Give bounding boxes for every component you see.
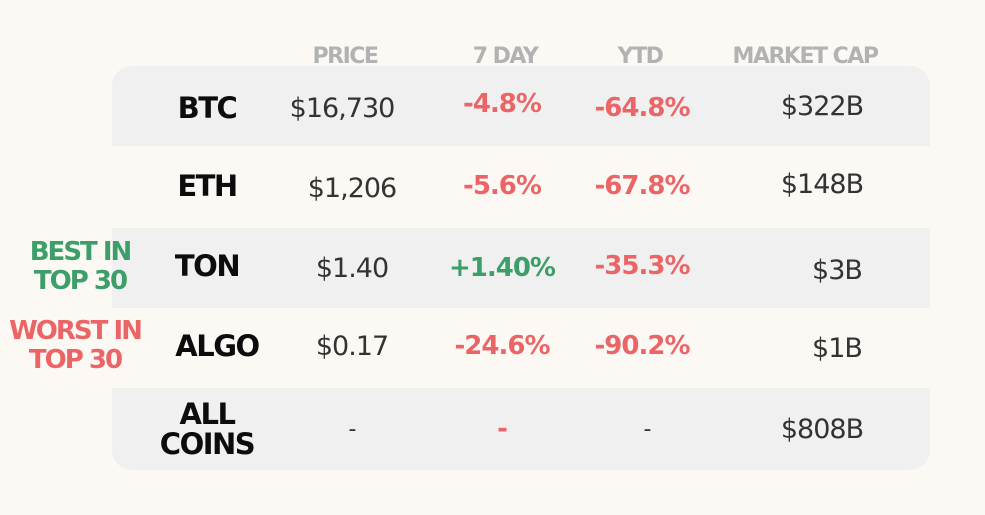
change-ytd-cell: -35.3%: [594, 251, 691, 281]
change-ytd-cell: -64.8%: [594, 93, 691, 123]
price-cell: $1.40: [315, 252, 389, 284]
ticker-cell: ALL COINS: [142, 388, 272, 470]
change-7day-cell: -: [497, 414, 508, 444]
note-line: WORST IN: [9, 316, 143, 346]
header-ytd: YTD: [617, 44, 664, 69]
header-7day: 7 DAY: [472, 44, 539, 69]
ticker-cell: ETH: [177, 169, 238, 203]
change-ytd-cell: -67.8%: [594, 171, 691, 201]
note-line: BEST IN: [29, 237, 133, 267]
table-row: ALGO $0.17 -24.6% -90.2% $1B: [112, 308, 930, 388]
market-cap-cell: $1B: [812, 332, 863, 364]
change-7day-cell: -24.6%: [454, 331, 551, 361]
header-price: PRICE: [312, 44, 379, 69]
market-cap-cell: $148B: [780, 168, 864, 200]
price-cell: $16,730: [289, 92, 396, 124]
change-7day-cell: +1.40%: [449, 253, 556, 283]
table-row: BTC $16,730 -4.8% -64.8% $322B: [112, 66, 930, 146]
note-line: TOP 30: [33, 266, 128, 296]
crypto-table: BTC $16,730 -4.8% -64.8% $322B ETH $1,20…: [112, 66, 930, 470]
table-row: ALL COINS - - - $808B: [112, 388, 930, 470]
header-market-cap: MARKET CAP: [732, 44, 879, 69]
change-ytd-cell: -90.2%: [594, 331, 691, 361]
market-cap-cell: $322B: [780, 90, 864, 122]
change-7day-cell: -5.6%: [463, 171, 542, 201]
market-cap-cell: $808B: [780, 413, 864, 445]
price-cell: $1,206: [307, 172, 397, 204]
ticker-cell: BTC: [177, 91, 238, 125]
worst-in-top30-note: WORST IN TOP 30: [4, 317, 146, 375]
note-line: TOP 30: [28, 345, 123, 375]
ticker-cell: TON: [174, 249, 241, 283]
table-row: ETH $1,206 -5.6% -67.8% $148B: [112, 148, 930, 228]
ticker-line: ALL: [179, 397, 236, 431]
price-cell: $0.17: [315, 330, 389, 362]
best-in-top30-note: BEST IN TOP 30: [20, 238, 140, 296]
price-cell: -: [348, 416, 357, 442]
ticker-cell: ALGO: [175, 329, 260, 363]
market-cap-cell: $3B: [812, 254, 863, 286]
change-7day-cell: -4.8%: [463, 89, 542, 119]
change-ytd-cell: -: [643, 416, 652, 442]
table-row: TON $1.40 +1.40% -35.3% $3B: [112, 228, 930, 308]
ticker-line: COINS: [159, 427, 256, 461]
